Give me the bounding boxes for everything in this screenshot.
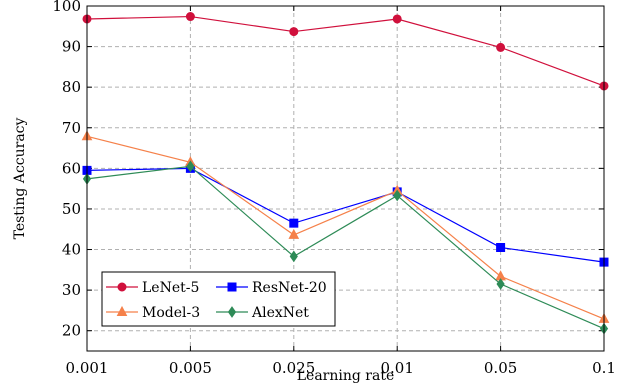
legend-item: AlexNet bbox=[216, 305, 309, 321]
series-model-3 bbox=[81, 130, 610, 323]
series-line bbox=[86, 167, 605, 263]
x-tick-label: 0.05 bbox=[484, 359, 517, 377]
series-alexnet bbox=[82, 160, 609, 335]
data-point bbox=[496, 278, 505, 290]
x-tick-label: 0.1 bbox=[592, 359, 616, 377]
legend-box bbox=[101, 271, 336, 327]
legend-marker bbox=[117, 282, 127, 292]
y-tick-label: 70 bbox=[62, 119, 81, 137]
x-tick-label: 0.005 bbox=[169, 359, 212, 377]
x-tick-label: 0.01 bbox=[380, 359, 413, 377]
legend-label: Model-3 bbox=[142, 305, 200, 321]
series-lenet-5 bbox=[82, 12, 609, 91]
data-point bbox=[289, 250, 298, 263]
grid-lines bbox=[87, 6, 604, 351]
x-tick-label: 0.025 bbox=[272, 359, 315, 377]
legend-marker bbox=[227, 282, 237, 292]
x-tick-label: 0.001 bbox=[66, 359, 109, 377]
y-tick-label: 80 bbox=[62, 78, 81, 96]
y-tick-label: 40 bbox=[62, 241, 81, 259]
data-point bbox=[393, 189, 402, 202]
y-tick-label: 60 bbox=[62, 159, 81, 177]
data-point bbox=[392, 14, 402, 24]
legend-label: ResNet-20 bbox=[252, 280, 327, 296]
series-line bbox=[86, 15, 605, 87]
y-axis-label: Testing Accuracy bbox=[12, 117, 28, 239]
data-point bbox=[289, 27, 299, 37]
series-line bbox=[86, 165, 605, 330]
legend-marker bbox=[116, 305, 128, 316]
y-tick-label: 90 bbox=[62, 38, 81, 56]
x-axis-label: Learning rate bbox=[297, 368, 395, 384]
series-resnet-20 bbox=[82, 163, 609, 267]
series-line bbox=[86, 135, 605, 320]
data-point bbox=[496, 243, 506, 252]
y-tick-label: 30 bbox=[62, 281, 81, 299]
data-point bbox=[288, 228, 300, 239]
y-tick-label: 100 bbox=[52, 0, 81, 15]
legend-marker bbox=[227, 306, 237, 318]
legend-item: LeNet-5 bbox=[106, 280, 199, 296]
legend-label: LeNet-5 bbox=[142, 280, 199, 296]
legend-item: ResNet-20 bbox=[216, 280, 327, 296]
legend-item: Model-3 bbox=[106, 305, 200, 321]
x-axis-ticks: 0.001 0.005 0.025 0.01 0.05 0.1 bbox=[66, 6, 616, 377]
data-point bbox=[289, 218, 299, 228]
data-point bbox=[185, 12, 195, 22]
data-point bbox=[496, 42, 506, 52]
legend-label: AlexNet bbox=[251, 305, 309, 321]
y-tick-label: 20 bbox=[62, 322, 81, 340]
legend: LeNet-5 ResNet-20 Model-3 AlexNet bbox=[101, 271, 336, 327]
y-tick-label: 50 bbox=[62, 200, 81, 218]
series-group bbox=[81, 12, 610, 335]
plot-frame bbox=[86, 5, 605, 352]
data-point bbox=[186, 160, 195, 173]
